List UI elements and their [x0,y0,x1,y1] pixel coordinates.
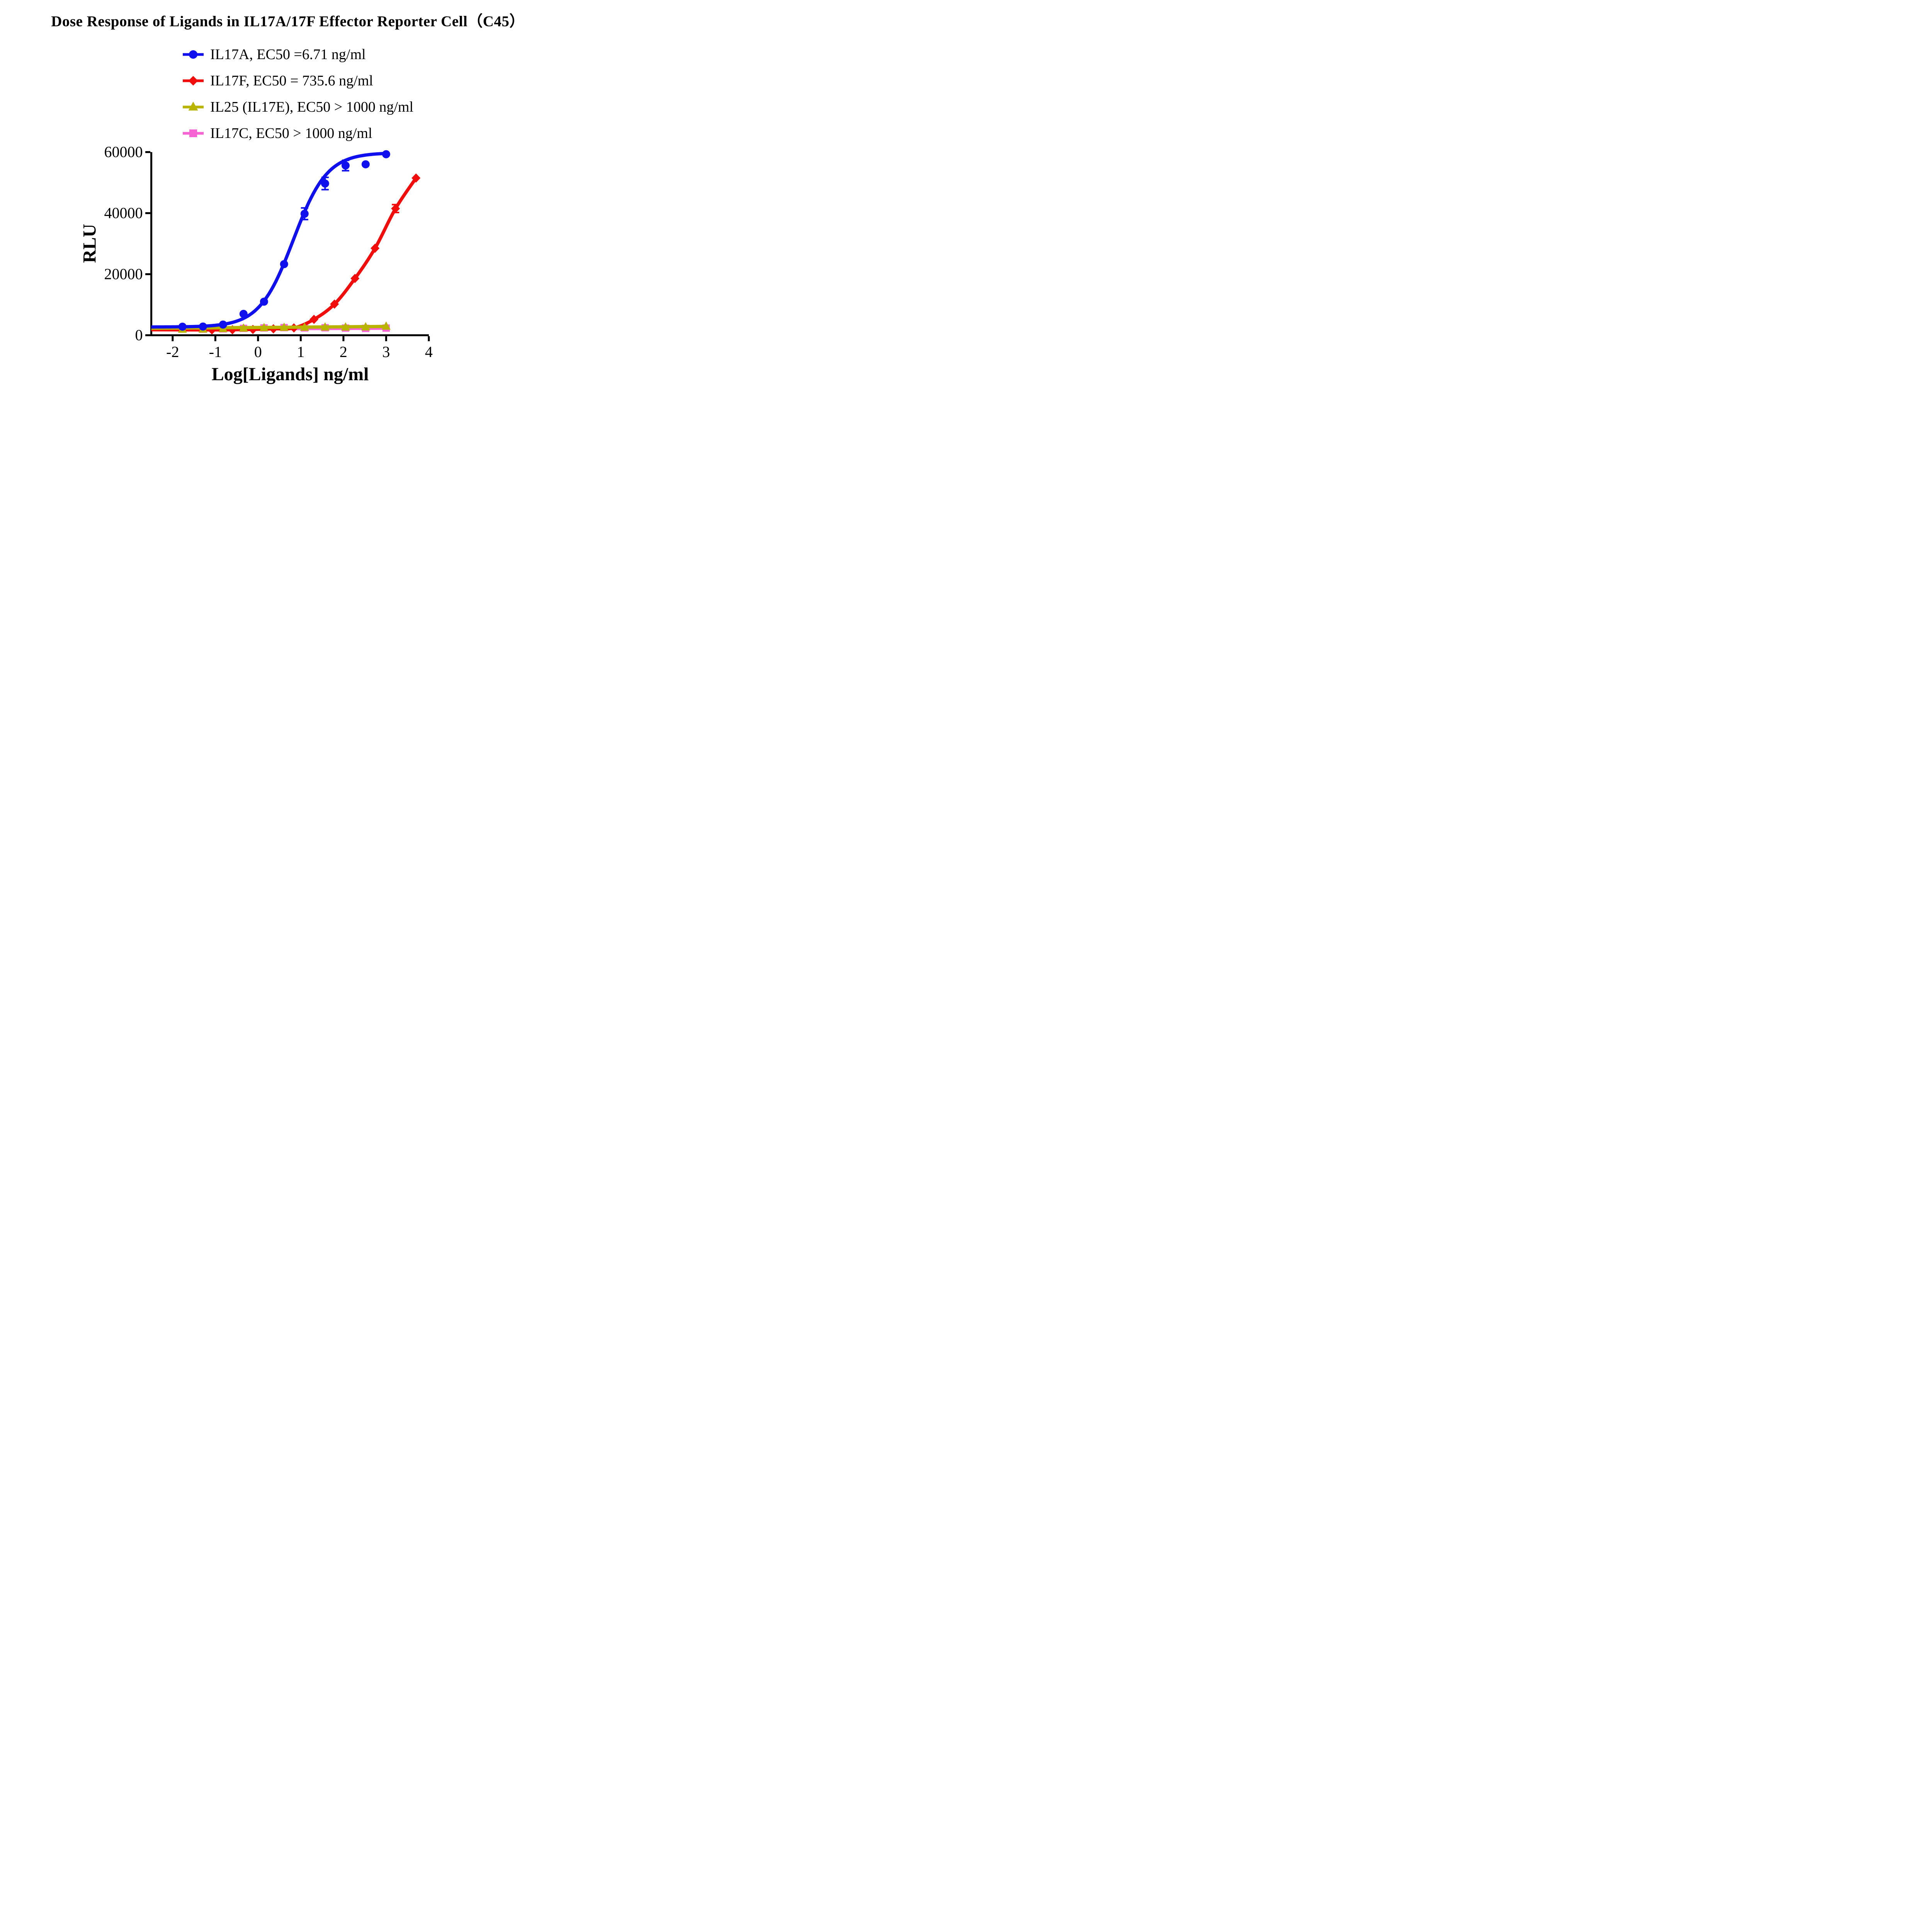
legend-item-il17f: IL17F, EC50 = 735.6 ng/ml [182,72,413,90]
data-point-IL25 (IL17E) [320,322,330,331]
data-point-IL17F [350,274,360,283]
x-axis-title: Log[Ligands] ng/ml [211,364,369,384]
y-tick-label: 0 [135,327,143,344]
data-point-IL17A [178,322,187,331]
legend-marker [189,50,197,59]
data-point-IL25 (IL17E) [279,322,289,331]
data-point-IL17A [321,179,329,188]
x-tick-label: -2 [166,343,179,361]
legend: IL17A, EC50 =6.71 ng/ml IL17F, EC50 = 735… [182,46,413,151]
plot-area: -2 -1 0 1 2 3 4 0 20000 40000 60000 [104,143,433,361]
data-point-IL17A [382,150,390,158]
legend-label: IL17C, EC50 > 1000 ng/ml [210,125,372,141]
square-marker-icon [183,129,204,137]
legend-item-il17a: IL17A, EC50 =6.71 ng/ml [182,46,413,63]
data-point-IL17F [412,173,421,183]
diamond-marker-icon [183,76,204,86]
data-point-IL25 (IL17E) [361,322,370,331]
series-IL17A [151,150,390,331]
circle-marker-icon [183,50,204,59]
legend-marker [188,102,198,111]
chart-title: Dose Response of Ligands in IL17A/17F Ef… [51,13,525,30]
legend-label: IL17A, EC50 =6.71 ng/ml [210,46,366,63]
data-point-IL17F [371,243,380,253]
legend-label: IL17F, EC50 = 735.6 ng/ml [210,73,373,89]
data-point-IL25 (IL17E) [239,323,248,332]
data-point-IL17A [199,322,207,331]
x-tick-label: 1 [297,343,304,361]
data-point-IL25 (IL17E) [300,322,309,331]
data-point-IL17A [239,310,248,318]
data-point-IL17A [361,160,370,168]
x-tick-label: 3 [382,343,390,361]
data-point-IL17A [341,161,350,170]
legend-label: IL25 (IL17E), EC50 > 1000 ng/ml [210,99,413,115]
chart-figure: Dose Response of Ligands in IL17A/17F Ef… [0,0,576,396]
data-point-IL17F [330,299,339,309]
y-tick-label: 20000 [104,265,143,283]
legend-marker [189,129,197,137]
fit-curve-IL17F [151,177,418,332]
y-tick-label: 60000 [104,143,143,161]
data-point-IL17F [310,315,319,324]
x-tick-label: 4 [425,343,433,361]
x-tick-label: 0 [254,343,262,361]
data-point-IL25 (IL17E) [259,323,269,332]
legend-item-il25-il17e-: IL25 (IL17E), EC50 > 1000 ng/ml [182,98,413,116]
x-tick-label: 2 [340,343,347,361]
data-point-IL17A [260,298,268,306]
data-point-IL17A [219,320,227,329]
triangle-marker-icon [183,102,204,111]
data-point-IL17A [280,260,288,269]
series-IL17F [151,173,421,335]
legend-item-il17c: IL17C, EC50 > 1000 ng/ml [182,124,413,142]
data-point-IL25 (IL17E) [381,321,391,330]
x-tick-label: -1 [209,343,222,361]
axes [150,152,429,337]
y-tick-label: 40000 [104,204,143,222]
data-point-IL17F [391,204,400,213]
data-point-IL25 (IL17E) [341,322,350,331]
data-point-IL17A [300,209,309,218]
fit-curve-IL17A [151,151,386,329]
legend-marker [188,76,198,86]
